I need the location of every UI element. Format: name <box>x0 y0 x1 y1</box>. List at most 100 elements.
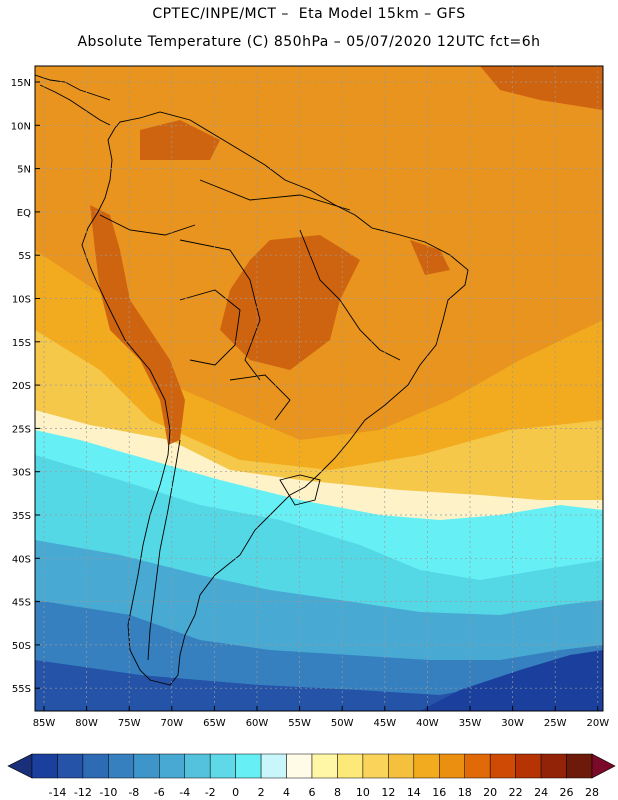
field-very-hot-interior <box>220 235 360 370</box>
lon-tick-label: 65W <box>203 718 226 729</box>
colorbar-swatch <box>159 753 185 779</box>
lon-tick-label: 20W <box>586 718 609 729</box>
lat-tick-label: 55S <box>12 684 31 695</box>
colorbar-swatch <box>388 753 415 779</box>
colorbar-swatch <box>209 753 236 779</box>
colorbar-swatch <box>489 753 516 779</box>
field-very-hot-venezuela <box>140 120 220 160</box>
border-argentina-chile <box>147 439 181 661</box>
colorbar-label: -10 <box>99 786 117 799</box>
lon-tick-label: 80W <box>75 718 98 729</box>
colorbar-label: 18 <box>458 786 472 799</box>
colorbar-swatch <box>540 753 567 779</box>
colorbar-label: 14 <box>407 786 421 799</box>
colorbar-over-arrow <box>591 753 616 779</box>
lat-tick-label: 10S <box>12 295 31 306</box>
colorbar-label: 22 <box>509 786 523 799</box>
colorbar-swatch <box>439 753 465 779</box>
colorbar-label: 16 <box>432 786 446 799</box>
colorbar-swatch <box>260 753 287 779</box>
lon-tick-label: 50W <box>331 718 354 729</box>
colorbar-swatch <box>337 753 364 779</box>
border-brazil-west <box>179 239 261 381</box>
colorbar-swatch <box>286 753 313 779</box>
lat-tick-label: 10N <box>11 121 31 132</box>
colorbar-swatch <box>31 753 58 779</box>
border-bolivia <box>179 289 241 366</box>
lat-tick-label: 45S <box>12 598 31 609</box>
border-colombia-peru <box>99 214 196 236</box>
colorbar-swatch <box>235 753 262 779</box>
central-america-coast <box>39 84 111 126</box>
colorbar-label: -14 <box>48 786 66 799</box>
border-uruguay <box>279 474 321 506</box>
lat-tick-label: 40S <box>12 554 31 565</box>
lon-tick-label: 75W <box>118 718 141 729</box>
lat-tick-label: 30S <box>12 468 31 479</box>
south-america-coast <box>81 111 469 686</box>
lon-tick-label: 70W <box>160 718 183 729</box>
colorbar-label: -12 <box>74 786 92 799</box>
colorbar-swatch <box>413 753 440 779</box>
colorbar-under-arrow <box>7 753 33 779</box>
lat-tick-label: 50S <box>12 641 31 652</box>
lon-tick-label: 35W <box>459 718 482 729</box>
lon-tick-label: 45W <box>373 718 396 729</box>
colorbar-label: -8 <box>128 786 139 799</box>
lon-tick-label: 30W <box>501 718 524 729</box>
border-brazil-north <box>199 179 351 211</box>
coastlines-borders <box>35 74 469 686</box>
field-darkest-band <box>420 650 603 711</box>
colorbar-label: -6 <box>154 786 165 799</box>
lon-tick-label: 55W <box>288 718 311 729</box>
lat-tick-label: 20S <box>12 381 31 392</box>
colorbar-swatch <box>311 753 338 779</box>
colorbar-swatch <box>57 753 84 779</box>
field-very-hot-northeast <box>410 240 450 275</box>
colorbar-swatch <box>515 753 542 779</box>
field-hot-northeast-corner <box>480 66 603 110</box>
colorbar-swatch <box>362 753 389 779</box>
lat-tick-label: 35S <box>12 511 31 522</box>
lon-tick-label: 85W <box>33 718 56 729</box>
lon-tick-label: 25W <box>544 718 567 729</box>
colorbar-swatch <box>184 753 211 779</box>
colorbar-swatch <box>82 753 109 779</box>
caribbean-coast <box>35 74 111 101</box>
lat-tick-label: 5S <box>18 251 31 262</box>
colorbar-label: 28 <box>585 786 599 799</box>
colorbar-label: 12 <box>381 786 395 799</box>
temperature-field <box>35 66 603 711</box>
lon-tick-label: 60W <box>246 718 269 729</box>
colorbar-swatch <box>108 753 135 779</box>
colorbar-label: 6 <box>309 786 316 799</box>
border-paraguay <box>229 374 291 421</box>
colorbar: -14 -12 -10 -8 -6 -4 -2 0 2 4 6 8 10 12 14 16 18 20 22 24 26… <box>7 753 616 799</box>
colorbar-label: 4 <box>283 786 290 799</box>
lat-tick-label: 5N <box>17 165 31 176</box>
colorbar-swatch <box>464 753 491 779</box>
lat-tick-label: 15N <box>11 78 31 89</box>
colorbar-label: 10 <box>356 786 370 799</box>
lon-tick-label: 40W <box>416 718 439 729</box>
lat-tick-label: EQ <box>17 208 31 219</box>
border-brazil-states <box>299 229 401 361</box>
map-subtitle: Absolute Temperature (C) 850hPa – 05/07/… <box>77 34 541 50</box>
lat-tick-label: 15S <box>12 338 31 349</box>
colorbar-swatch <box>566 753 593 779</box>
colorbar-label: 24 <box>534 786 548 799</box>
colorbar-label: -2 <box>205 786 216 799</box>
longitude-axis: 85W 80W 75W 70W 65W 60W 55W 50W 45W 40W 35W 30W 25W 2… <box>33 706 609 729</box>
colorbar-label: 8 <box>334 786 341 799</box>
latitude-axis: 15N 10N 5N EQ 5S 10S 15S 20S 25S 30S 35S 40S 45S 50S 5… <box>11 78 40 695</box>
colorbar-label: -4 <box>179 786 190 799</box>
colorbar-label: 2 <box>258 786 265 799</box>
plot-frame <box>34 65 604 712</box>
colorbar-swatch <box>133 753 160 779</box>
lat-tick-label: 25S <box>12 424 31 435</box>
colorbar-label: 20 <box>483 786 497 799</box>
map-title: CPTEC/INPE/MCT – Eta Model 15km – GFS <box>152 6 466 22</box>
colorbar-label: 0 <box>232 786 239 799</box>
colorbar-label: 26 <box>560 786 574 799</box>
